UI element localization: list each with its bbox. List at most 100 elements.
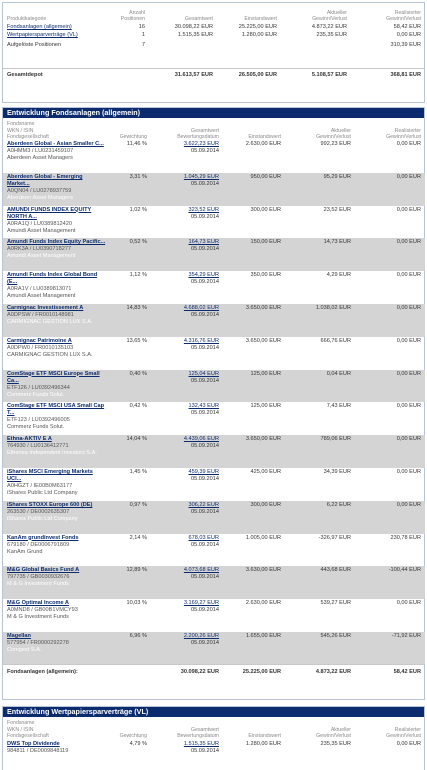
fund-realized: 0,00 EUR xyxy=(396,272,421,279)
fund-gain: 6,22 EUR xyxy=(326,501,351,508)
fund-realized: 0,00 EUR xyxy=(396,173,421,180)
fund-date: 05.09.2014 xyxy=(191,508,219,515)
fund-name-link[interactable]: Magellan xyxy=(7,632,31,639)
fund-company: CARMIGNAC GESTION LUX S.A. xyxy=(7,351,93,358)
vl-row: DWS Top Dividende 984811 / DE0009848119 4… xyxy=(3,739,425,755)
fund-name-link[interactable]: Carmignac Investissement A xyxy=(7,304,84,311)
vl-total-link[interactable]: 1.515,35 EUR xyxy=(183,741,219,747)
fund-name-link-cont[interactable]: T... xyxy=(7,410,15,417)
overview-total-cost: 26.505,00 EUR xyxy=(215,67,279,81)
fund-total-cell: 4.316,76 EUR 05.09.2014 xyxy=(149,337,221,370)
fund-name-link[interactable]: AMUNDI FUNDS INDEX EQUITY xyxy=(7,206,92,213)
fund-name-cell: Magellan 577954 / FR0000292278 Comgest S.A… xyxy=(3,632,117,665)
fund-name-link[interactable]: Aberdeen Global - Emerging xyxy=(7,173,83,180)
overview-total: 30.098,22 EUR xyxy=(174,24,213,30)
fund-name-link-cont[interactable]: (E... xyxy=(7,279,18,286)
fund-name-link[interactable]: ComStage ETF MSCI Europe Small xyxy=(7,370,100,377)
overview-total: 1.515,35 EUR xyxy=(177,32,213,38)
fund-total-link[interactable]: 3.169,27 EUR xyxy=(183,600,219,607)
fund-total-cell: 354,29 EUR 05.09.2014 xyxy=(149,271,221,304)
fund-realized: 230,78 EUR xyxy=(390,534,421,541)
fund-total-cell: 678,03 EUR 05.09.2014 xyxy=(149,534,221,567)
fund-name-link-cont[interactable]: Market... xyxy=(7,180,30,187)
fund-total-cell: 3.169,27 EUR 05.09.2014 xyxy=(149,599,221,632)
vl-fund-link[interactable]: DWS Top Dividende xyxy=(7,741,60,747)
fund-total-link[interactable]: 2.200,26 EUR xyxy=(183,632,219,639)
fund-weight: 3,31 % xyxy=(129,173,147,180)
overview-link-vl[interactable]: Wertpapiersparverträge (VL) xyxy=(7,32,78,38)
fund-name-link[interactable]: iShares MSCI Emerging Markets xyxy=(7,468,93,475)
fund-total-link[interactable]: 323,52 EUR xyxy=(188,206,219,213)
fund-date: 05.09.2014 xyxy=(191,541,219,548)
fund-company: Commerz Funds Solut. xyxy=(7,424,65,431)
fund-row: Ethna-AKTIV E A 764930 / LU0136412771 Ethe… xyxy=(3,435,425,468)
fund-name-link[interactable]: Amundi Funds Index Equity Pacific... xyxy=(7,239,106,246)
fund-realized: 0,00 EUR xyxy=(396,403,421,410)
fund-date: 05.09.2014 xyxy=(191,443,219,450)
fund-total-link[interactable]: 164,73 EUR xyxy=(188,239,219,246)
fund-total-link[interactable]: 459,39 EUR xyxy=(188,468,219,475)
fund-total-link[interactable]: 3.622,23 EUR xyxy=(183,141,219,147)
fund-name-link[interactable]: ComStage ETF MSCI USA Small Cap xyxy=(7,403,105,410)
fund-gain: 545,26 EUR xyxy=(320,632,351,639)
fund-date: 05.09.2014 xyxy=(191,475,219,482)
fund-name-link-cont[interactable]: NORTH A... xyxy=(7,213,37,220)
overview-total-gain: 5.108,57 EUR xyxy=(279,67,349,81)
overview-gain xyxy=(279,42,349,54)
fund-realized: 0,00 EUR xyxy=(396,468,421,475)
fund-total-link[interactable]: 4.316,76 EUR xyxy=(183,337,219,344)
fund-total-link[interactable]: 354,29 EUR xyxy=(188,272,219,279)
fund-weight: 12,89 % xyxy=(126,567,147,574)
fund-weight: 0,97 % xyxy=(129,501,147,508)
fund-total-link[interactable]: 132,43 EUR xyxy=(188,403,219,410)
funds-sum-label: Fondsanlagen (allgemein): xyxy=(3,664,117,679)
fund-id: 764930 / LU0136412771 xyxy=(7,443,69,450)
fund-gain: 0,04 EUR xyxy=(326,370,351,377)
fund-total-link[interactable]: 678,03 EUR xyxy=(188,534,219,541)
fund-total-link[interactable]: 4.439,06 EUR xyxy=(183,436,219,443)
fund-row: ComStage ETF MSCI USA Small Cap T... ETF12… xyxy=(3,402,425,435)
fund-name-link[interactable]: Amundi Funds Index Global Bond xyxy=(7,272,98,279)
fund-cost: 300,00 EUR xyxy=(250,206,281,213)
fund-name-cell: Amundi Funds Index Global Bond (E... A0RA1… xyxy=(3,271,117,304)
fund-name-link-cont[interactable]: Ca... xyxy=(7,377,19,384)
fund-name-link-cont[interactable]: UCI... xyxy=(7,475,22,482)
fund-name-link[interactable]: iShares STOXX Europe 600 (DE) xyxy=(7,501,93,508)
fund-realized: -100,44 EUR xyxy=(388,567,421,574)
fund-total-link[interactable]: 306,22 EUR xyxy=(188,501,219,508)
fund-weight: 14,04 % xyxy=(126,436,147,443)
overview-link-funds[interactable]: Fondsanlagen (allgemein) xyxy=(7,24,72,30)
fund-cost: 300,00 EUR xyxy=(250,501,281,508)
funds-sum-gain: 4.873,22 EUR xyxy=(283,664,353,679)
fund-date: 05.09.2014 xyxy=(191,246,219,253)
fund-total-cell: 132,43 EUR 05.09.2014 xyxy=(149,402,221,435)
funds-sum-cost: 25.225,00 EUR xyxy=(221,664,283,679)
fund-gain: 539,27 EUR xyxy=(320,600,351,607)
fund-company: iShares Public Ltd Company xyxy=(7,489,78,496)
fund-name-link[interactable]: KanAm grundinvest Fonds xyxy=(7,534,79,541)
fund-company: Aberdeen Asset Managers xyxy=(7,155,73,161)
fund-weight: 6,96 % xyxy=(129,632,147,639)
fund-name-link[interactable]: Carmignac Patrimoine A xyxy=(7,337,72,344)
fund-name-link[interactable]: M&G Optimal Income A xyxy=(7,600,69,607)
vl-panel: Entwicklung Wertpapiersparverträge (VL) … xyxy=(2,706,425,770)
fund-total-link[interactable]: 125,04 EUR xyxy=(188,370,219,377)
col-header-category: Produktkategorie xyxy=(7,15,47,22)
fund-total-link[interactable]: 4.073,68 EUR xyxy=(183,567,219,574)
fund-name-link[interactable]: M&G Global Basics Fund A xyxy=(7,567,80,574)
fund-total-link[interactable]: 1.045,29 EUR xyxy=(183,173,219,180)
funds-sum-realized: 58,42 EUR xyxy=(353,664,425,679)
fund-id: A0QN04 / LU0278937759 xyxy=(7,187,72,194)
fund-company: Amundi Asset Management xyxy=(7,227,76,234)
fund-total-link[interactable]: 4.688,02 EUR xyxy=(183,304,219,311)
fund-name-link[interactable]: Aberdeen Global - Asian Smaller C... xyxy=(7,141,104,147)
fund-cost: 3.630,00 EUR xyxy=(245,567,281,574)
col-header-gain: Aktueller Gewinn/Verlust xyxy=(312,9,347,22)
fund-company: Comgest S.A. xyxy=(7,646,42,653)
fund-row: Aberdeen Global - Emerging Market... A0QN0… xyxy=(3,172,425,206)
overview-gain: 235,35 EUR xyxy=(316,32,347,38)
fund-gain: 34,39 EUR xyxy=(323,468,351,475)
overview-panel: Produktkategorie Anzahl Positionen Gesamt… xyxy=(2,2,425,103)
fund-realized: 0,00 EUR xyxy=(396,304,421,311)
fund-name-link[interactable]: Ethna-AKTIV E A xyxy=(7,436,52,443)
